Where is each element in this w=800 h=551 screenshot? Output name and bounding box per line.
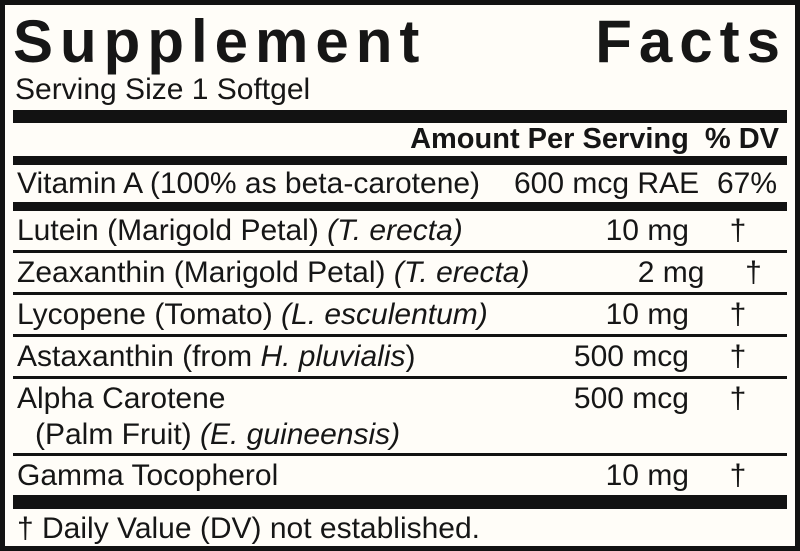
- footnote-text: † Daily Value (DV) not established.: [17, 512, 481, 545]
- title-word-supplement: Supplement: [13, 8, 427, 75]
- divider-medium-1: [13, 156, 787, 165]
- ingredient-dv: †: [729, 214, 747, 247]
- ingredient-dv: 67%: [716, 167, 777, 200]
- ingredient-amount: 500 mcg: [573, 382, 689, 415]
- divider-thin-1: [13, 250, 787, 253]
- ingredient-dv: †: [729, 459, 747, 492]
- ingredient-dv: †: [729, 340, 747, 373]
- ingredient-dv: †: [745, 256, 762, 289]
- ingredient-dv: †: [729, 382, 747, 415]
- row-zeaxanthin: Zeaxanthin (Marigold Petal) (T. erecta) …: [13, 253, 787, 292]
- row-lutein: Lutein (Marigold Petal) (T. erecta) 10 m…: [13, 211, 787, 250]
- row-lycopene: Lycopene (Tomato) (L. esculentum) 10 mg …: [13, 295, 787, 334]
- row-vitamin-a: Vitamin A (100% as beta-carotene) 600 mc…: [13, 165, 787, 202]
- ingredient-amount: 10 mg: [605, 214, 689, 247]
- ingredient-name-line1: Alpha Carotene: [17, 382, 226, 415]
- ingredient-name: Alpha Carotene (Palm Fruit) (E. guineens…: [13, 379, 514, 453]
- ingredient-amount: 500 mcg: [573, 340, 689, 373]
- ingredient-dv: †: [729, 298, 747, 331]
- title-word-facts: Facts: [595, 8, 787, 75]
- row-astaxanthin: Astaxanthin (from H. pluvialis) 500 mcg …: [13, 337, 787, 376]
- row-alpha-carotene: Alpha Carotene (Palm Fruit) (E. guineens…: [13, 379, 787, 453]
- ingredient-name: Lycopene (Tomato) (L. esculentum): [17, 298, 488, 331]
- ingredient-amount: 600 mcg RAE: [514, 167, 700, 200]
- serving-size-text: Serving Size 1 Softgel: [15, 73, 311, 106]
- divider-thin-2: [13, 292, 787, 295]
- row-gamma-tocopherol: Gamma Tocopherol 10 mg †: [13, 456, 787, 495]
- divider-thick-top: [13, 110, 787, 123]
- ingredient-name-line2: (Palm Fruit) (E. guineensis): [35, 418, 401, 451]
- divider-thin-5: [13, 453, 787, 456]
- ingredient-name: Lutein (Marigold Petal) (T. erecta): [17, 214, 463, 247]
- ingredient-name: Zeaxanthin (Marigold Petal) (T. erecta): [17, 256, 530, 289]
- ingredient-name: Vitamin A (100% as beta-carotene): [17, 167, 481, 200]
- divider-thin-4: [13, 376, 787, 379]
- ingredient-name: Gamma Tocopherol: [17, 459, 279, 492]
- column-header-dv: % DV: [704, 123, 779, 155]
- ingredient-amount: 2 mg: [637, 256, 705, 289]
- divider-thin-3: [13, 334, 787, 337]
- divider-medium-2: [13, 202, 787, 211]
- divider-thick-bottom: [13, 495, 787, 509]
- ingredient-amount: 10 mg: [605, 298, 689, 331]
- column-header-amount: Amount Per Serving: [410, 123, 689, 155]
- panel-title: Supplement Facts: [13, 11, 787, 72]
- ingredient-name: Astaxanthin (from H. pluvialis): [17, 340, 416, 373]
- column-header-row: Amount Per Serving % DV: [13, 123, 787, 156]
- ingredient-amount: 10 mg: [605, 459, 689, 492]
